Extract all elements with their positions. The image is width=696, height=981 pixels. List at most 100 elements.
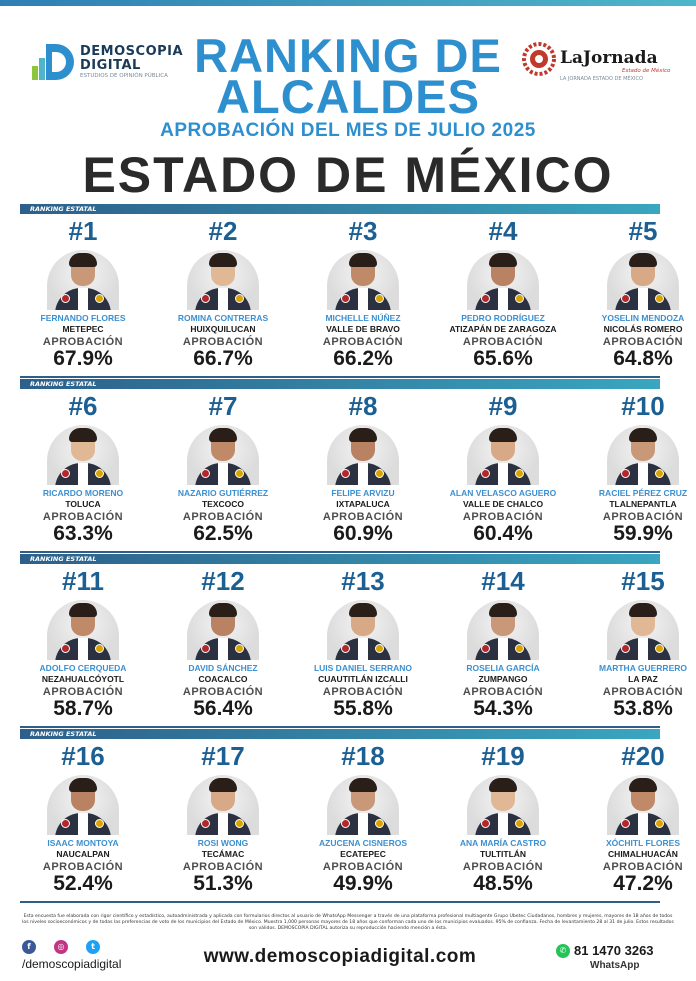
party-badge-icon [95,644,104,653]
mayor-card: #13 LUIS DANIEL SERRANO CUAUTITLÁN IZCALLI… [298,566,428,726]
mayor-rank: #16 [61,741,105,771]
mayor-name: ROMINA CONTRERAS [177,313,269,323]
portrait-hair [489,428,517,442]
mayor-photo [467,775,539,835]
mayor-name: ADOLFO CERQUEDA [39,663,127,673]
portrait-shirt [638,813,648,835]
mayor-photo [187,600,259,660]
approval-value: 52.4% [53,872,113,895]
portrait-hair [69,253,97,267]
mayor-name: ALAN VELASCO AGUERO [449,488,557,498]
mayor-rank: #4 [488,216,518,246]
mayor-photo [187,775,259,835]
approval-value: 51.3% [193,872,253,895]
portrait-shirt [498,463,508,485]
mayor-rank: #8 [348,391,378,421]
portrait-shirt [358,638,368,660]
approval-label: APROBACIÓN [602,686,684,698]
whatsapp-contact[interactable]: ✆ 81 1470 3263 WhatsApp [556,943,676,973]
party-badge-icon [621,644,630,653]
portrait-shirt [498,288,508,310]
social-icons: f ◎ t [22,940,102,956]
mayor-municipality: ZUMPANGO [478,674,528,684]
mayor-rank: #18 [341,741,385,771]
phone-label: WhatsApp [590,960,640,971]
portrait-shirt [638,288,648,310]
approval-value: 63.3% [53,522,113,545]
party-badge-icon [341,819,350,828]
mayor-card: #8 FELIPE ARVIZU IXTAPALUCA APROBACIÓN 60.9% [298,391,428,551]
party-badge-icon [235,644,244,653]
portrait-shirt [218,288,228,310]
mayor-rank: #3 [348,216,378,246]
portrait-hair [209,428,237,442]
ranking-row: RANKING ESTATAL #16 ISAAC MONTOYA NAUCALPAN… [0,729,696,905]
portrait-hair [349,603,377,617]
mayor-municipality: NICOLÁS ROMERO [603,324,683,334]
social-handle[interactable]: /demoscopiadigital [22,957,122,971]
party-badge-icon [515,294,524,303]
party-badge-icon [341,469,350,478]
party-badge-icon [95,294,104,303]
mayor-municipality: TLALNEPANTLA [609,499,677,509]
party-badge-icon [515,469,524,478]
mayor-rank: #5 [628,216,658,246]
approval-value: 66.7% [193,347,253,370]
methodology-note: Esta encuesta fue elaborada con rigor ci… [22,914,674,931]
demoscopia-logo: DEMOSCOPIA DIGITAL ESTUDIOS DE OPINIÓN P… [30,40,183,84]
approval-label: APROBACIÓN [462,861,544,873]
mayor-municipality: COACALCO [198,674,248,684]
title-line2: ALCALDES [216,70,480,123]
instagram-icon[interactable]: ◎ [54,940,68,954]
party-badge-icon [655,819,664,828]
approval-label: APROBACIÓN [602,861,684,873]
party-badge-icon [655,469,664,478]
title-line1: RANKING DE [194,29,502,82]
mayor-name: ROSELIA GARCÍA [466,663,540,673]
portrait-shirt [218,463,228,485]
approval-label: APROBACIÓN [322,861,404,873]
party-badge-icon [375,469,384,478]
party-badge-icon [515,644,524,653]
mayor-photo [47,775,119,835]
approval-label: APROBACIÓN [42,336,124,348]
phone-number: 81 1470 3263 [574,943,654,958]
mayor-card: #11 ADOLFO CERQUEDA NEZAHUALCÓYOTL APROBACI… [18,566,148,726]
mayor-municipality: ECATEPEC [340,849,386,859]
portrait-hair [349,428,377,442]
party-badge-icon [95,819,104,828]
row-divider [20,376,660,378]
mayor-municipality: TOLUCA [65,499,101,509]
mayor-municipality: VALLE DE BRAVO [326,324,400,334]
party-badge-icon [61,644,70,653]
website-link[interactable]: www.demoscopiadigital.com [203,946,477,967]
party-badge-icon [235,819,244,828]
mayor-rank: #2 [208,216,238,246]
ranking-band: RANKING ESTATAL [20,379,660,389]
approval-value: 48.5% [473,872,533,895]
mayor-name: ANA MARÍA CASTRO [459,838,547,848]
mayor-name: DAVID SÁNCHEZ [188,663,258,673]
facebook-icon[interactable]: f [22,940,36,954]
party-badge-icon [655,294,664,303]
mayor-rank: #12 [201,566,245,596]
party-badge-icon [375,644,384,653]
mayor-photo [47,250,119,310]
twitter-icon[interactable]: t [86,940,100,954]
mayor-name: LUIS DANIEL SERRANO [313,663,413,673]
mayor-card: #14 ROSELIA GARCÍA ZUMPANGO APROBACIÓN 54.3% [438,566,568,726]
approval-label: APROBACIÓN [182,686,264,698]
mayor-rank: #9 [488,391,518,421]
mayor-rank: #6 [68,391,98,421]
ranking-row: RANKING ESTATAL #1 FERNANDO FLORES METEPEC A… [0,204,696,380]
mayor-photo [47,425,119,485]
mayor-municipality: IXTAPALUCA [336,499,390,509]
mayor-rank: #11 [62,566,104,596]
mayor-rank: #13 [341,566,385,596]
mayor-card: #12 DAVID SÁNCHEZ COACALCO APROBACIÓN 56.4% [158,566,288,726]
approval-label: APROBACIÓN [462,336,544,348]
approval-value: 67.9% [53,347,113,370]
party-badge-icon [621,469,630,478]
mayor-municipality: LA PAZ [628,674,658,684]
ranking-band: RANKING ESTATAL [20,554,660,564]
